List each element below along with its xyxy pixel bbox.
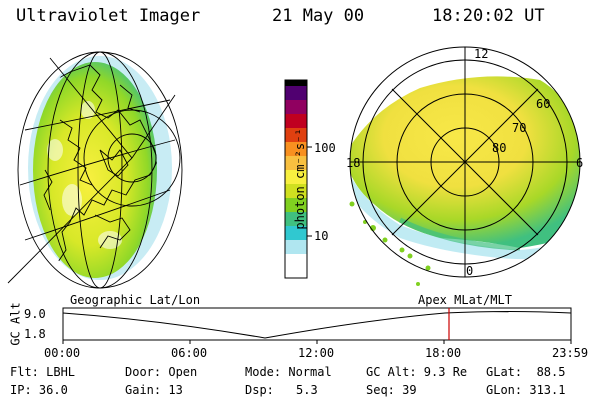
time-tick-0600: 06:00 <box>171 346 208 360</box>
mlt-label-18: 18 <box>346 156 361 170</box>
colorbar-tick-100: 100 <box>314 141 336 155</box>
lat-label-60: 60 <box>536 97 551 111</box>
gain-label: Gain: 13 <box>125 383 183 397</box>
mlt-label-6: 6 <box>576 156 584 170</box>
colorbar <box>284 79 312 279</box>
mlt-label-0: 0 <box>466 264 474 278</box>
mlt-label-12: 12 <box>474 47 489 61</box>
sequence-label: Seq: 39 <box>366 383 417 397</box>
geographic-label: Geographic Lat/Lon <box>70 293 201 307</box>
coastlines <box>39 64 157 263</box>
filter-label: Flt: LBHL <box>10 365 76 379</box>
time-tick-0000: 00:00 <box>44 346 81 360</box>
altitude-tick-9: 9.0 <box>24 307 46 321</box>
time-label: 18:20:02 UT <box>432 6 545 26</box>
time-tick-2359: 23:59 <box>552 346 589 360</box>
mode-label: Mode: Normal <box>245 365 332 379</box>
altitude-tick-1-8: 1.8 <box>24 327 46 341</box>
time-tick-1200: 12:00 <box>298 346 335 360</box>
instrument-title: Ultraviolet Imager <box>16 6 201 26</box>
lat-label-70: 70 <box>512 121 527 135</box>
scattered-dots <box>349 201 431 286</box>
lat-label-80: 80 <box>492 141 507 155</box>
dsp-label: Dsp: <box>245 383 274 397</box>
glon-label: GLon: 313.1 <box>486 383 566 397</box>
date-label: 21 May 00 <box>272 6 365 26</box>
ip-label: IP: 36.0 <box>10 383 68 397</box>
dsp-value: 5.3 <box>296 383 318 397</box>
gc-alt-label: GC Alt: 9.3 Re <box>366 365 468 379</box>
colorbar-tick-10: 10 <box>314 229 329 243</box>
apex-label: Apex MLat/MLT <box>418 293 512 307</box>
altitude-timeline <box>62 307 572 344</box>
graticule-lines <box>7 51 183 289</box>
polar-plot <box>349 46 581 286</box>
colorbar-unit-label: photon cm⁻²s⁻¹ <box>293 128 307 230</box>
glat-label: GLat: 88.5 <box>486 365 566 379</box>
time-tick-1800: 18:00 <box>425 346 462 360</box>
altitude-axis-label: GC Alt <box>8 302 23 346</box>
door-label: Door: Open <box>125 365 198 379</box>
geographic-image <box>7 51 183 289</box>
